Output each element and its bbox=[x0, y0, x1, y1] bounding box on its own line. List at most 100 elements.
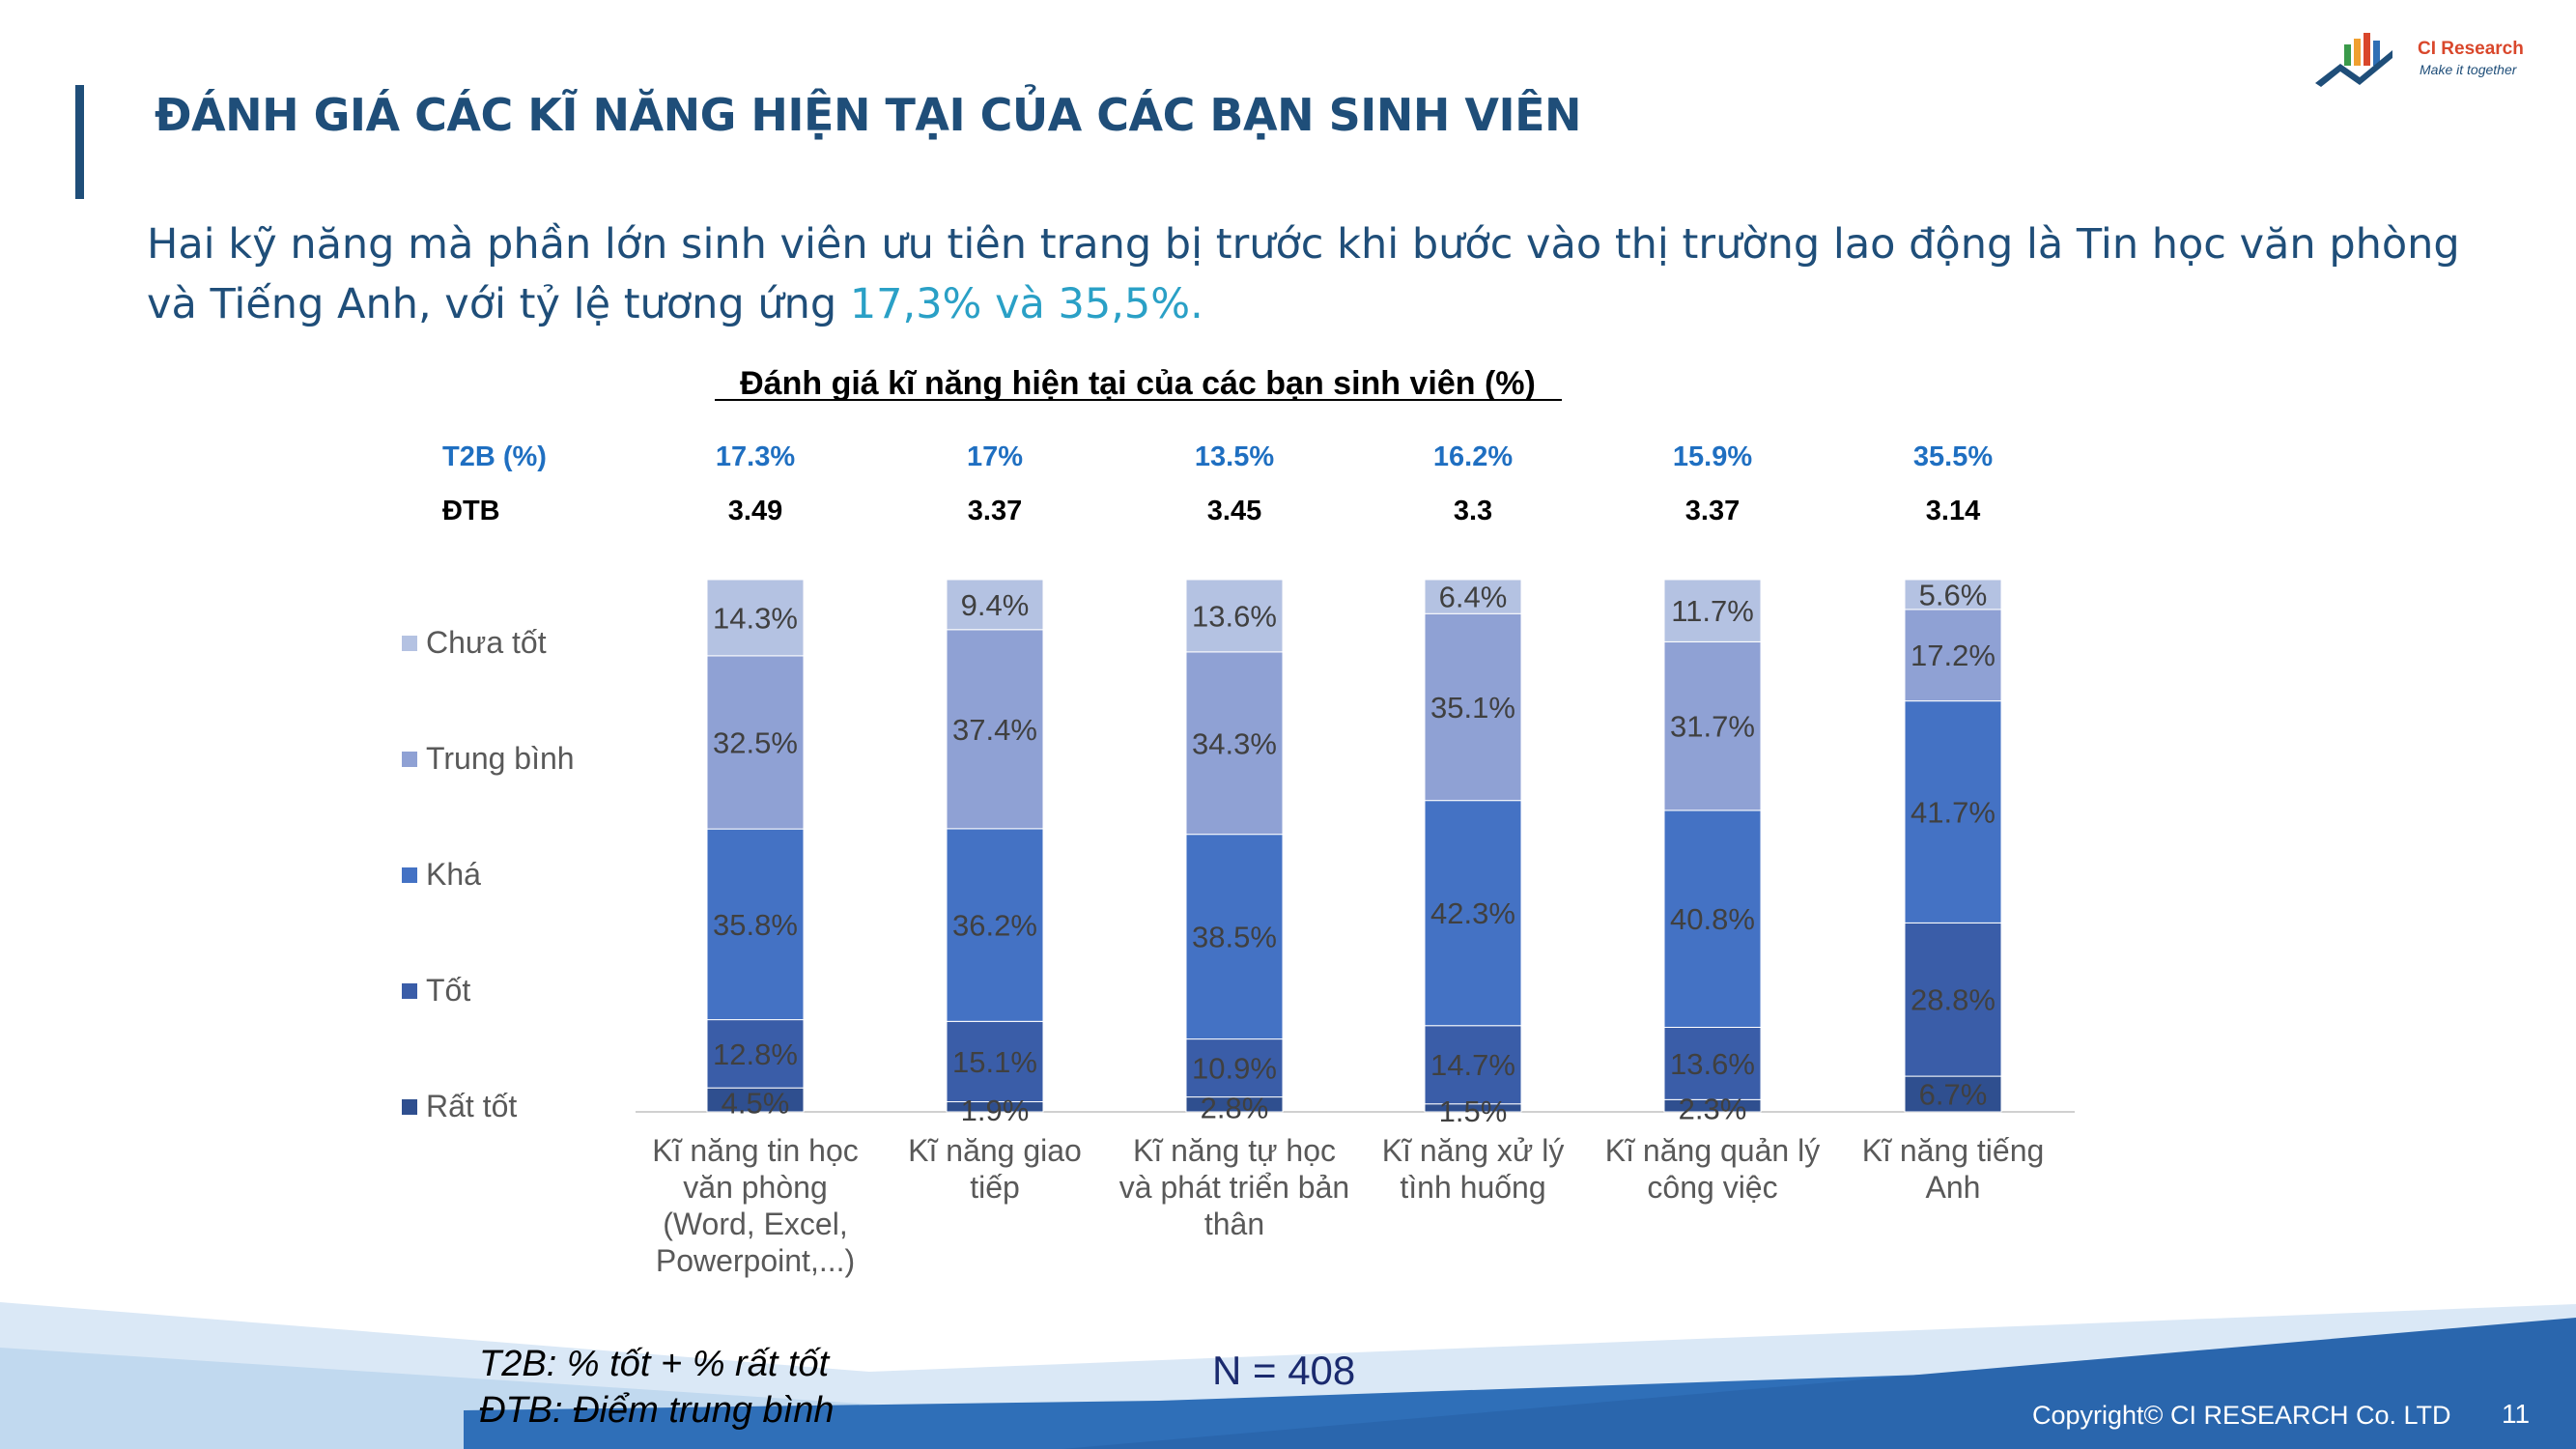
bar-segment bbox=[946, 629, 1044, 830]
category-label: và phát triển bản bbox=[1119, 1170, 1349, 1205]
bar-segment bbox=[1663, 579, 1762, 642]
data-label: 13.6% bbox=[1670, 1047, 1755, 1081]
data-label: 1.5% bbox=[1439, 1094, 1508, 1128]
summary-value: 35.5% bbox=[1913, 441, 1993, 472]
data-label: 35.1% bbox=[1430, 691, 1515, 724]
footer-band bbox=[0, 1302, 2576, 1449]
bar-segment bbox=[1185, 651, 1284, 836]
data-label: 1.9% bbox=[961, 1094, 1030, 1127]
bar-segment bbox=[1663, 1026, 1762, 1100]
data-label: 41.7% bbox=[1911, 796, 1996, 830]
intro-text-main: Hai kỹ năng mà phần lớn sinh viên ưu tiê… bbox=[147, 220, 2460, 328]
note-t2b: T2B: % tốt + % rất tốt bbox=[479, 1344, 830, 1384]
legend-swatch bbox=[402, 983, 417, 999]
data-label: 42.3% bbox=[1430, 896, 1515, 930]
category-label: công việc bbox=[1647, 1170, 1777, 1205]
bar-segment bbox=[946, 1020, 1044, 1103]
bar-segment bbox=[946, 579, 1044, 631]
data-label: 14.7% bbox=[1430, 1048, 1515, 1082]
legend-label: Rất tốt bbox=[426, 1089, 517, 1123]
summary-row-label: T2B (%) bbox=[442, 441, 547, 472]
category-label: Kĩ năng xử lý bbox=[1382, 1133, 1565, 1168]
logo-tagline: Make it together bbox=[2420, 62, 2517, 77]
category-label: Kĩ năng tự học bbox=[1133, 1133, 1336, 1168]
data-label: 6.4% bbox=[1439, 581, 1508, 614]
legend-swatch bbox=[402, 1099, 417, 1115]
data-label: 15.1% bbox=[952, 1045, 1037, 1079]
bar-segment bbox=[1904, 609, 2002, 702]
bar-segment bbox=[1663, 640, 1762, 811]
legend-swatch bbox=[402, 636, 417, 651]
bar-segment bbox=[1185, 579, 1284, 653]
data-label: 10.9% bbox=[1192, 1052, 1277, 1086]
title-accent-bar bbox=[75, 85, 84, 199]
data-label: 17.2% bbox=[1911, 639, 1996, 672]
summary-value: 3.37 bbox=[968, 496, 1022, 526]
data-label: 28.8% bbox=[1911, 983, 1996, 1017]
legend-swatch bbox=[402, 867, 417, 883]
data-label: 40.8% bbox=[1670, 902, 1755, 936]
bar-segment bbox=[1424, 612, 1522, 802]
sample-size: N = 408 bbox=[1212, 1348, 1356, 1393]
legend-label: Tốt bbox=[426, 973, 470, 1008]
data-label: 31.7% bbox=[1670, 710, 1755, 744]
intro-highlight: 17,3% và 35,5%. bbox=[849, 280, 1203, 328]
bar-segment bbox=[1904, 922, 2002, 1077]
summary-value: 3.45 bbox=[1207, 496, 1261, 526]
data-label: 13.6% bbox=[1192, 599, 1277, 633]
summary-value: 17.3% bbox=[716, 441, 795, 472]
summary-value: 16.2% bbox=[1433, 441, 1513, 472]
intro-text: Hai kỹ năng mà phần lớn sinh viên ưu tiê… bbox=[147, 214, 2465, 334]
bar-segment bbox=[1904, 579, 2002, 611]
summary-value: 15.9% bbox=[1673, 441, 1752, 472]
bar-segment bbox=[1904, 1075, 2002, 1113]
summary-value: 13.5% bbox=[1195, 441, 1274, 472]
bar-segment bbox=[1424, 800, 1522, 1027]
stacked-bar-chart: Đánh giá kĩ năng hiện tại của các bạn si… bbox=[402, 365, 2075, 1278]
summary-value: 3.49 bbox=[728, 496, 782, 526]
category-label: Kĩ năng tin học bbox=[652, 1133, 858, 1168]
bar-segment bbox=[1904, 700, 2002, 923]
data-label: 12.8% bbox=[713, 1037, 798, 1071]
summary-value: 3.3 bbox=[1454, 496, 1492, 526]
bar-segment bbox=[1185, 1038, 1284, 1098]
data-label: 14.3% bbox=[713, 601, 798, 635]
note-dtb: ĐTB: Điểm trung bình bbox=[479, 1390, 835, 1431]
summary-value: 3.14 bbox=[1926, 496, 1980, 526]
copyright: Copyright© CI RESEARCH Co. LTD bbox=[2032, 1401, 2451, 1430]
category-label: thân bbox=[1204, 1207, 1264, 1241]
page-title: ĐÁNH GIÁ CÁC KĨ NĂNG HIỆN TẠI CỦA CÁC BẠ… bbox=[155, 89, 1582, 141]
bar-segment bbox=[1424, 579, 1522, 614]
legend-label: Trung bình bbox=[426, 741, 575, 776]
category-label: Kĩ năng quản lý bbox=[1605, 1133, 1820, 1168]
legend-label: Chưa tốt bbox=[426, 625, 547, 660]
bar-segment bbox=[946, 828, 1044, 1022]
data-label: 4.5% bbox=[722, 1087, 790, 1121]
summary-value: 17% bbox=[967, 441, 1023, 472]
bar-segment bbox=[706, 579, 805, 657]
data-label: 38.5% bbox=[1192, 921, 1277, 954]
data-label: 11.7% bbox=[1671, 594, 1754, 628]
category-label: văn phòng bbox=[683, 1170, 827, 1205]
data-label: 9.4% bbox=[961, 588, 1030, 622]
bar-segment bbox=[706, 655, 805, 830]
bar-segment bbox=[706, 1019, 805, 1089]
chart-title: Đánh giá kĩ năng hiện tại của các bạn si… bbox=[740, 365, 1536, 402]
category-label: Kĩ năng giao bbox=[908, 1133, 1082, 1168]
data-label: 6.7% bbox=[1919, 1078, 1988, 1112]
bar-segment bbox=[1663, 810, 1762, 1028]
data-label: 5.6% bbox=[1919, 578, 1988, 611]
category-label: tình huống bbox=[1400, 1170, 1545, 1205]
legend-label: Khá bbox=[426, 857, 481, 892]
category-label: Kĩ năng tiếng bbox=[1862, 1133, 2045, 1168]
summary-row-label: ĐTB bbox=[442, 496, 500, 526]
logo-icon bbox=[2315, 33, 2392, 87]
category-label: Powerpoint,...) bbox=[656, 1243, 855, 1278]
data-label: 2.3% bbox=[1679, 1093, 1747, 1126]
data-label: 32.5% bbox=[713, 725, 798, 759]
data-label: 35.8% bbox=[713, 908, 798, 942]
summary-value: 3.37 bbox=[1685, 496, 1740, 526]
data-label: 34.3% bbox=[1192, 726, 1277, 760]
bar-segment bbox=[1424, 1025, 1522, 1105]
bar-segment bbox=[706, 828, 805, 1021]
